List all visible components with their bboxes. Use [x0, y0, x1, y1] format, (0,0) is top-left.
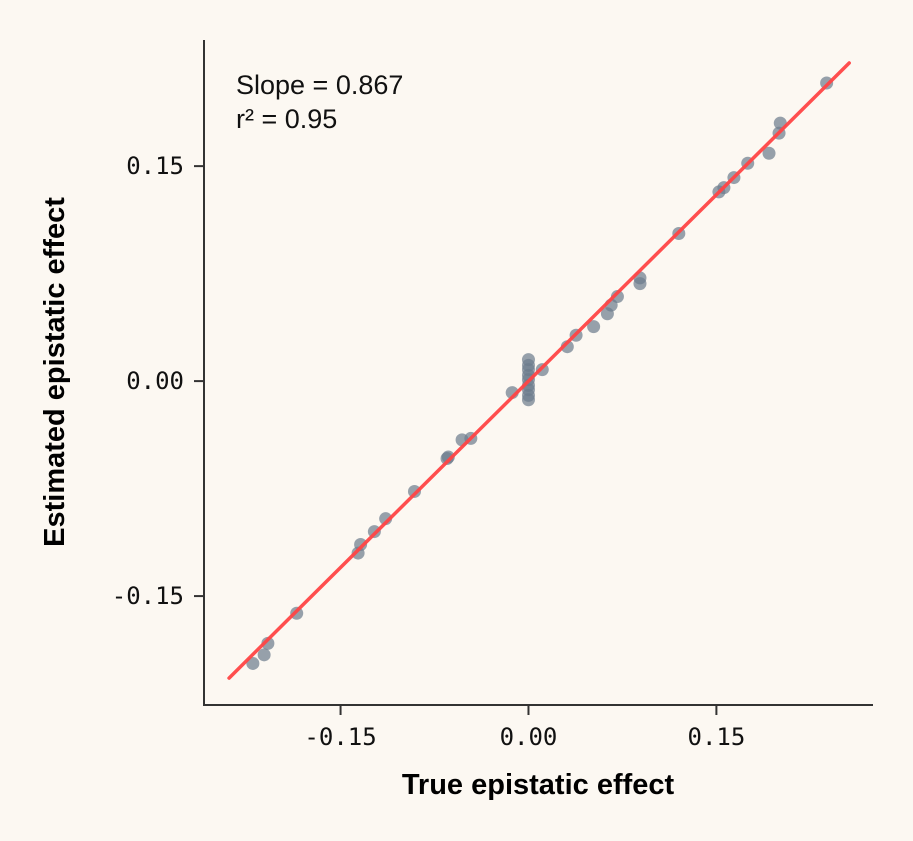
data-point — [257, 648, 271, 662]
r2-annotation: r² = 0.95 — [236, 104, 337, 134]
slope-annotation: Slope = 0.867 — [236, 70, 403, 100]
data-point — [407, 484, 421, 498]
data-point — [441, 450, 455, 464]
data-point — [521, 393, 535, 407]
data-point — [246, 656, 260, 670]
data-point — [587, 320, 601, 334]
y-axis-label: Estimated epistatic effect — [39, 197, 71, 547]
y-tick-label: -0.15 — [112, 582, 184, 610]
x-tick-label: 0.15 — [688, 723, 746, 751]
x-tick-label: -0.15 — [304, 723, 376, 751]
data-point — [610, 290, 624, 304]
y-tick-label: 0.15 — [126, 152, 184, 180]
y-tick-label: 0.00 — [126, 367, 184, 395]
x-ticks: -0.15 0.00 0.15 — [304, 705, 745, 751]
data-point — [354, 537, 368, 551]
y-ticks: -0.15 0.00 0.15 — [112, 152, 204, 610]
fit-line — [227, 61, 851, 680]
data-point — [633, 277, 647, 291]
data-point — [261, 636, 275, 650]
x-tick-label: 0.00 — [500, 723, 558, 751]
x-axis-label: True epistatic effect — [402, 769, 675, 801]
data-point — [762, 146, 776, 160]
